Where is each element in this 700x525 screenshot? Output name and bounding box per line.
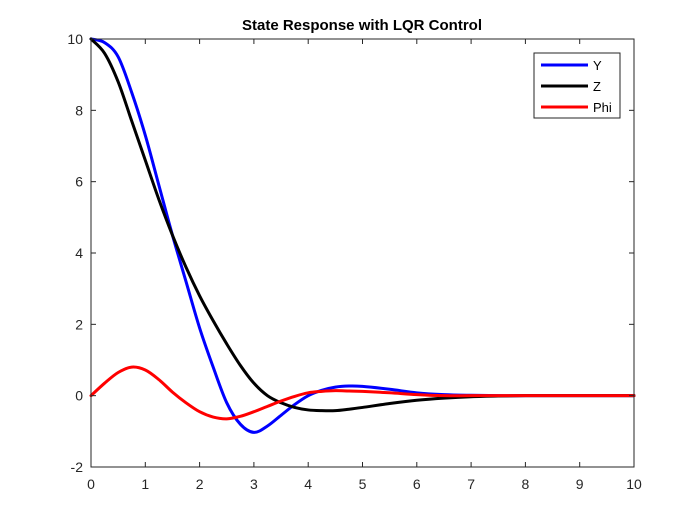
- x-tick-label: 6: [413, 476, 421, 492]
- legend: YZ Phi: [533, 52, 621, 119]
- x-tick-label: 10: [626, 476, 642, 492]
- y-tick-label: 10: [67, 31, 83, 47]
- x-tick-label: 5: [359, 476, 367, 492]
- x-tick-label: 0: [87, 476, 95, 492]
- y-tick-label: 8: [75, 102, 83, 118]
- x-tick-label: 7: [467, 476, 475, 492]
- x-tick-label: 3: [250, 476, 258, 492]
- legend-label-z: Z: [593, 79, 601, 94]
- x-tick-label: 4: [304, 476, 312, 492]
- axes-box: [90, 38, 635, 468]
- y-tick-label: 0: [75, 388, 83, 404]
- y-tick-label: 4: [75, 245, 83, 261]
- series-line-phi: [89, 365, 636, 421]
- series-group: [89, 37, 636, 434]
- y-tick-label: -2: [71, 459, 84, 475]
- y-tick-label: 6: [75, 174, 83, 190]
- chart-title: State Response with LQR Control: [242, 17, 482, 34]
- x-tick-label: 2: [196, 476, 204, 492]
- legend-label-y: Y: [593, 58, 602, 73]
- legend-label-phi: Phi: [593, 100, 612, 115]
- x-tick-label: 9: [576, 476, 584, 492]
- x-tick-label: 1: [141, 476, 149, 492]
- x-tick-label: 8: [522, 476, 530, 492]
- y-tick-label: 2: [75, 316, 83, 332]
